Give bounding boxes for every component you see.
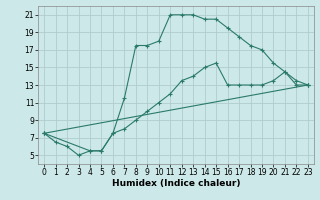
X-axis label: Humidex (Indice chaleur): Humidex (Indice chaleur) — [112, 179, 240, 188]
